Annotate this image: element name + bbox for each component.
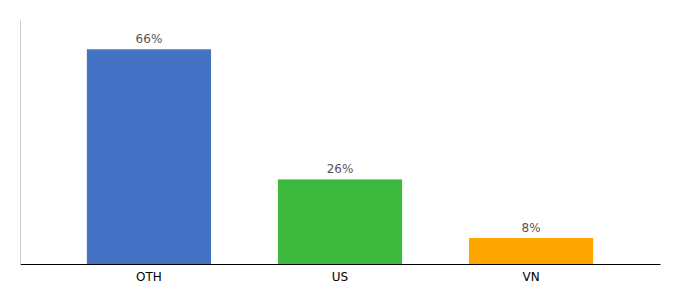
x-axis-line xyxy=(21,264,661,265)
y-axis xyxy=(20,21,21,265)
x-tick: US xyxy=(332,270,348,284)
x-tick-label: VN xyxy=(522,270,539,284)
data-labels: 66% 26% 8% xyxy=(136,32,541,235)
bars xyxy=(87,49,593,264)
bar xyxy=(87,49,211,264)
x-tick-label: US xyxy=(332,270,348,284)
bar xyxy=(278,179,402,264)
data-label: 8% xyxy=(522,221,541,235)
x-tick-label: OTH xyxy=(136,270,162,284)
x-tick: VN xyxy=(522,270,539,284)
chart-container: OTH US VN 66% 26% 8% xyxy=(0,0,680,300)
chart-svg: OTH US VN 66% 26% 8% xyxy=(0,0,680,300)
y-axis-line xyxy=(20,21,21,265)
plot-area: OTH US VN 66% 26% 8% xyxy=(21,21,661,284)
bar xyxy=(469,238,593,264)
data-label: 26% xyxy=(327,162,354,176)
x-axis: OTH US VN xyxy=(21,265,661,284)
data-label: 66% xyxy=(136,32,163,46)
x-tick: OTH xyxy=(136,270,162,284)
